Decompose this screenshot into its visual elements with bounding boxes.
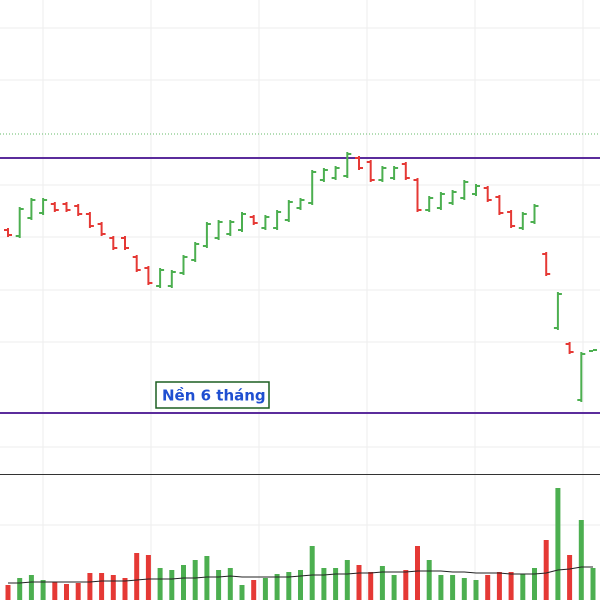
volume-bar: [216, 570, 222, 600]
volume-bar: [134, 553, 140, 600]
volume-bar: [520, 574, 526, 600]
volume-bar: [543, 540, 549, 600]
volume-bar: [204, 556, 210, 600]
volume-bar: [99, 573, 105, 600]
volume-bar: [239, 585, 245, 600]
volume-bar: [28, 575, 34, 600]
volume-bar: [403, 570, 409, 600]
volume-bar: [567, 555, 573, 600]
volume-bar: [52, 582, 58, 600]
volume-bar: [17, 578, 23, 600]
volume-bar: [532, 568, 537, 600]
volume-bar: [426, 560, 432, 600]
volume-bar: [122, 578, 128, 600]
volume-bar: [298, 570, 303, 600]
volume-bar: [415, 546, 420, 600]
volume-bar: [321, 568, 327, 600]
volume-bar: [169, 570, 175, 600]
volume-bar: [157, 568, 163, 600]
volume-bar: [508, 572, 514, 600]
volume-bar: [64, 584, 69, 600]
volume-bar: [368, 572, 374, 600]
volume-bar: [578, 520, 584, 600]
volume-bar: [485, 575, 491, 600]
volume-bar: [333, 568, 339, 600]
volume-bar: [40, 580, 46, 600]
volume-bar: [181, 565, 186, 600]
volume-bar: [356, 565, 362, 600]
volume-bar: [496, 572, 502, 600]
volume-bar: [274, 574, 280, 600]
volume-bar: [450, 575, 456, 600]
volume-bar: [145, 555, 151, 600]
annotation: Nền 6 tháng: [155, 381, 270, 409]
volume-bar: [5, 585, 11, 600]
volume-bar: [379, 566, 385, 600]
annotation-text: Nền 6 tháng: [162, 386, 266, 405]
volume-bar: [262, 578, 268, 600]
volume-bar: [75, 583, 81, 600]
marks: [0, 133, 600, 600]
volume-bar: [87, 573, 93, 600]
volume-bar: [555, 488, 561, 600]
volume-average-line: [8, 566, 593, 584]
volume-bar: [227, 568, 233, 600]
annotation-box: [155, 381, 270, 409]
volume-bar: [251, 580, 257, 600]
volume-bar: [391, 575, 397, 600]
volume-bar: [590, 568, 596, 600]
volume-bar: [192, 560, 198, 600]
volume-bar: [438, 575, 444, 600]
volume-bar: [344, 560, 350, 600]
volume-bar: [110, 575, 116, 600]
volume-bar: [461, 578, 467, 600]
volume-bar: [286, 572, 292, 600]
volume-bar: [473, 580, 479, 600]
volume-bar: [309, 546, 315, 600]
